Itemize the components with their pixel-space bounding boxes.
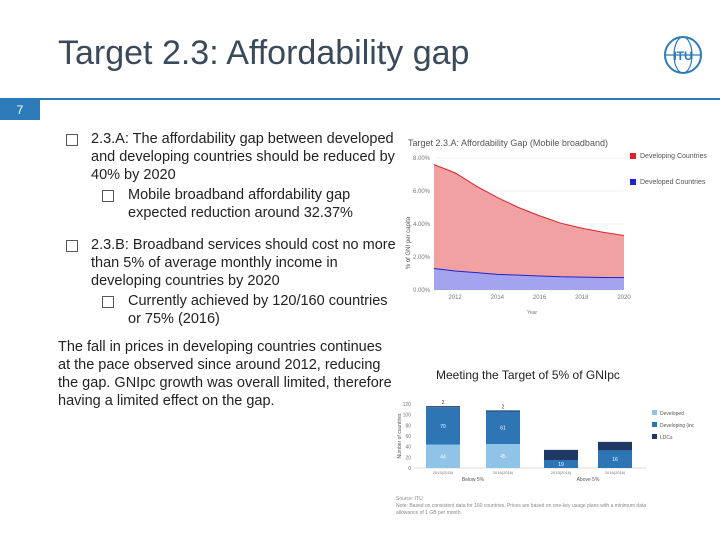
bullet-box-icon: [102, 190, 114, 202]
sub-bullet-text: Currently achieved by 120/160 countries …: [128, 293, 388, 327]
chart2-ytick-label: 100: [403, 413, 412, 419]
meeting-target-chart: Number of countries 0 20 40 60 80 100 120 2015(…: [397, 400, 694, 483]
source-line: Source: ITU: [396, 496, 423, 502]
bullet-item: 2.3.A: The affordability gap between dev…: [66, 130, 396, 184]
chart1-xlabel: Year: [527, 310, 537, 316]
chart2-category-label: 2016(2016): [493, 470, 514, 475]
chart2-legend-swatch: [652, 434, 657, 439]
bullet-box-icon: [66, 134, 78, 146]
chart2-value-label: 2: [442, 400, 445, 406]
chart2-group-label: Above 5%: [577, 477, 600, 483]
chart1-ytick-label: 8.00%: [413, 156, 431, 162]
chart2-bar-segment: [426, 406, 460, 408]
chart2-value-label: 45: [500, 454, 506, 460]
slide-number: 7: [0, 100, 40, 120]
page-title: Target 2.3: Affordability gap: [58, 34, 470, 72]
sub-bullet-item: Currently achieved by 120/160 countries …: [92, 292, 396, 328]
chart2-value-label: 16: [612, 457, 618, 463]
chart1-xtick-label: 2014: [491, 295, 505, 301]
legend-developing-swatch: [630, 153, 636, 159]
chart2-title: Meeting the Target of 5% of GNIpc: [436, 368, 620, 382]
chart2-ytick-label: 120: [403, 402, 412, 408]
chart1-xtick-label: 2018: [575, 295, 589, 301]
bullet-item: 2.3.B: Broadband services should cost no…: [66, 236, 396, 290]
chart2-value-label: 2: [502, 404, 505, 410]
chart1-xtick-label: 2016: [533, 295, 547, 301]
chart2-group-label: Below 5%: [462, 477, 485, 483]
chart2-legend-label: LDCs: [660, 435, 673, 441]
chart2-bar-segment: [486, 444, 520, 468]
chart2-category-label: 2015(2016): [551, 470, 572, 475]
chart1-title: Target 2.3.A: Affordability Gap (Mobile …: [408, 138, 608, 148]
chart1-ytick-label: 4.00%: [413, 222, 431, 228]
logo-text: ITU: [673, 49, 692, 63]
source-note-line: Note: Based on consistent data for 160 c…: [396, 503, 647, 509]
chart1-ylabel: % of GNI per capita: [406, 216, 412, 269]
bullet-box-icon: [66, 240, 78, 252]
chart2-ytick-label: 60: [405, 434, 411, 440]
source-note: Source: ITU Note: Based on consistent da…: [396, 496, 696, 517]
summary-paragraph: The fall in prices in developing countri…: [58, 339, 392, 409]
chart2-category-label: 2015(2016): [433, 470, 454, 475]
itu-logo-icon: ITU: [664, 36, 702, 74]
sub-bullet-text: Mobile broadband affordability gap expec…: [128, 187, 353, 221]
chart2-bar-segment: [486, 410, 520, 412]
chart2-ytick-label: 80: [405, 423, 411, 429]
chart1-line-developed: [433, 268, 625, 279]
chart1-xtick-label: 2020: [617, 295, 631, 301]
chart1-ytick-label: 0.00%: [413, 288, 431, 294]
affordability-gap-chart: Target 2.3.A: Affordability Gap (Mobile …: [406, 138, 707, 316]
chart2-category-label: 2016(2016): [605, 470, 626, 475]
legend-developed-label: Developed Countries: [640, 179, 706, 186]
chart1-ytick-label: 6.00%: [413, 189, 431, 195]
chart2-ytick-label: 40: [405, 445, 411, 451]
chart1-area-developing: [434, 164, 624, 290]
chart2-bar-segment: [486, 411, 520, 444]
legend-developed-swatch: [630, 179, 636, 185]
legend-developing-label: Developing Countries: [640, 153, 707, 160]
chart2-value-label: 19: [558, 462, 564, 468]
chart2-legend-label: Developing (incl. LDCs): [660, 423, 694, 429]
chart1-area-developed: [434, 268, 624, 290]
chart2-bar-segment: [544, 449, 578, 460]
sub-bullet-item: Mobile broadband affordability gap expec…: [92, 186, 396, 222]
chart2-legend-swatch: [652, 422, 657, 427]
chart2-bar-segment: [426, 407, 460, 445]
chart1-line-developing: [433, 164, 625, 237]
chart1-xtick-label: 2012: [448, 295, 462, 301]
bullet-text: 2.3.A: The affordability gap between dev…: [91, 131, 395, 183]
chart2-bar-segment: [598, 441, 632, 451]
title-divider: [0, 98, 720, 100]
bullet-list: 2.3.A: The affordability gap between dev…: [66, 130, 396, 328]
source-note-line: allowance of 1 GB per month.: [396, 510, 462, 516]
chart2-value-label: 44: [440, 454, 446, 460]
chart2-value-label: 70: [440, 424, 446, 430]
chart2-bar-segment: [544, 460, 578, 468]
chart2-value-label: 61: [500, 426, 506, 432]
chart1-ytick-label: 2.00%: [413, 255, 431, 261]
chart2-legend-label: Developed: [660, 411, 684, 417]
chart2-ytick-label: 20: [405, 455, 411, 461]
bullet-box-icon: [102, 296, 114, 308]
chart2-bar-segment: [426, 444, 460, 468]
chart2-ytick-label: 0: [408, 466, 411, 472]
chart2-ylabel: Number of countries: [397, 413, 403, 459]
chart2-legend-swatch: [652, 410, 657, 415]
chart2-bar-segment: [598, 450, 632, 468]
bullet-text: 2.3.B: Broadband services should cost no…: [91, 237, 396, 289]
